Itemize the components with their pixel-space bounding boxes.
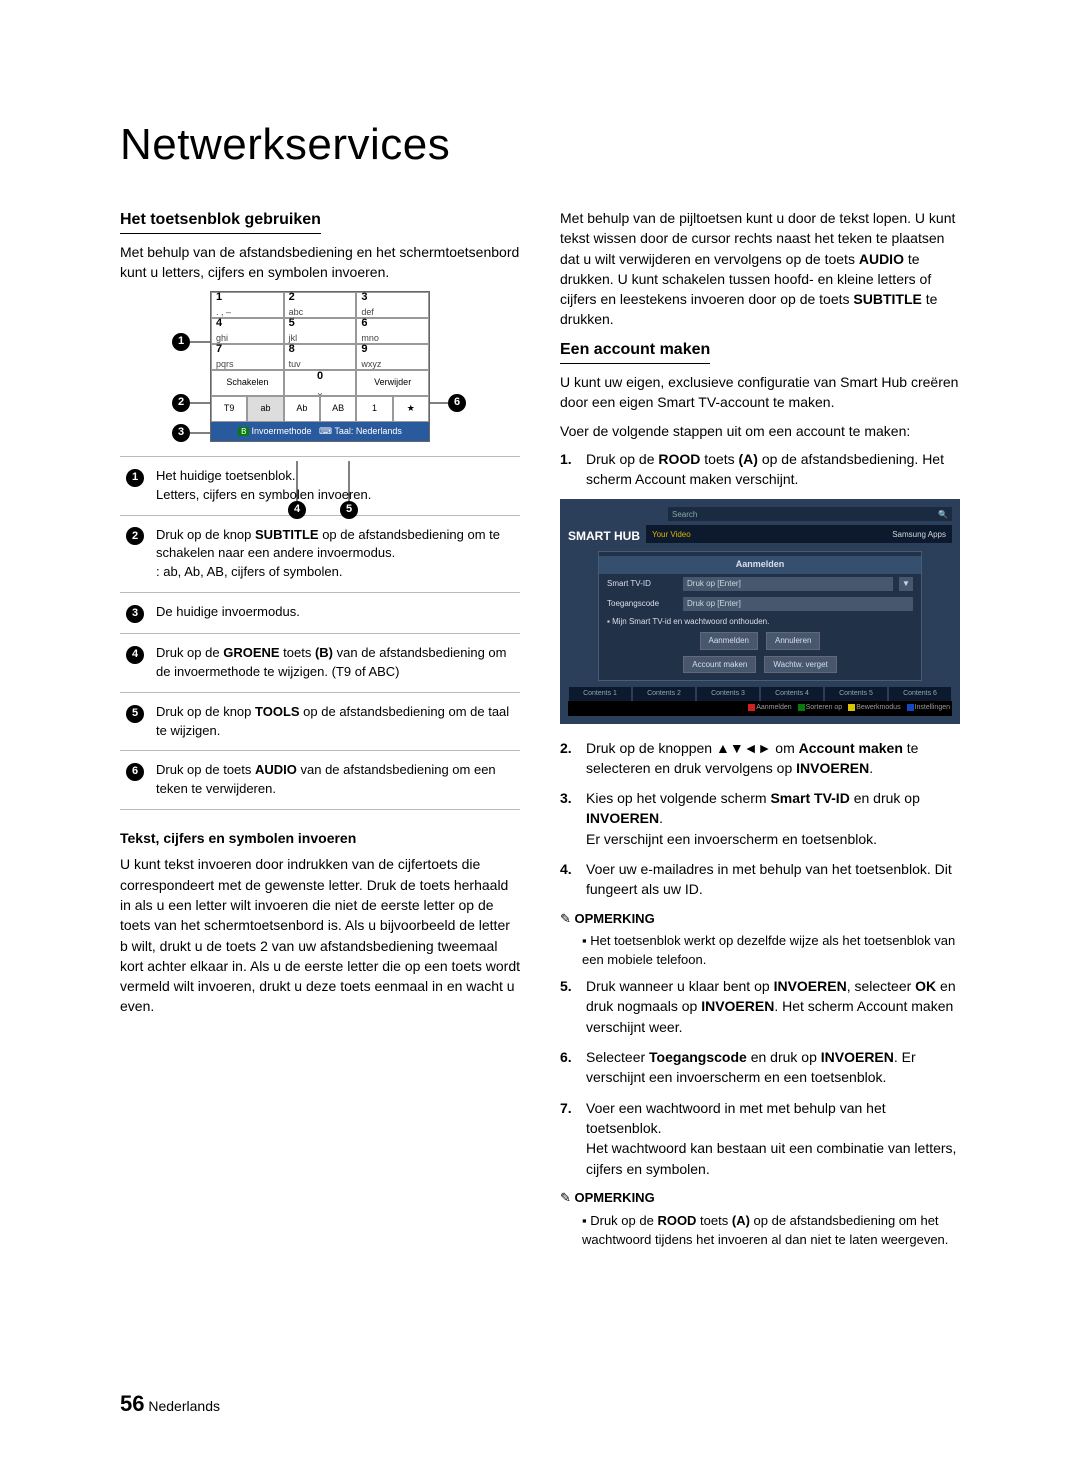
steps-list-2: 2.Druk op de knoppen ▲▼◄► om Account mak… [560,738,960,900]
legend-4: Druk op de GROENE toets (B) van de afsta… [150,634,520,693]
callout-2: 2 [172,394,190,412]
note-1: Het toetsenblok werkt op dezelfde wijze … [582,932,960,970]
step-3: Kies op het volgende scherm Smart TV-ID … [586,788,960,849]
entering-text-paragraph: U kunt tekst invoeren door indrukken van… [120,854,520,1016]
step-1: Druk op de ROOD toets (A) op de afstands… [586,449,960,490]
page-title: Netwerkservices [120,120,960,170]
page-number: 56 Nederlands [120,1391,220,1417]
step-2: Druk op de knoppen ▲▼◄► om Account maken… [586,738,960,779]
callout-3: 3 [172,424,190,442]
note-heading-1: OPMERKING [560,910,960,929]
smarthub-screenshot: Search🔍 SMART HUB Your VideoSamsung Apps… [560,499,960,723]
steps-list: 1.Druk op de ROOD toets (A) op de afstan… [560,449,960,490]
callout-5: 5 [340,501,358,519]
legend-2: Druk op de knop SUBTITLE op de afstandsb… [150,515,520,593]
callout-6: 6 [448,394,466,412]
step-6: Selecteer Toegangscode en druk op INVOER… [586,1047,960,1088]
note-2: Druk op de ROOD toets (A) op de afstands… [582,1212,960,1250]
left-column: Het toetsenblok gebruiken Met behulp van… [120,208,520,1255]
step-7: Voer een wachtwoord in met met behulp va… [586,1098,960,1179]
step-5: Druk wanneer u klaar bent op INVOEREN, s… [586,976,960,1037]
legend-1: Het huidige toetsenblok.Letters, cijfers… [150,456,520,515]
intro-text: Met behulp van de afstandsbediening en h… [120,242,520,283]
subheading-entering-text: Tekst, cijfers en symbolen invoeren [120,828,520,848]
steps-list-3: 5.Druk wanneer u klaar bent op INVOEREN,… [560,976,960,1179]
callout-4: 4 [288,501,306,519]
legend-3: De huidige invoermodus. [150,593,520,634]
note-heading-2: OPMERKING [560,1189,960,1208]
section-heading-keypad: Het toetsenblok gebruiken [120,208,321,234]
right-column: Met behulp van de pijltoetsen kunt u doo… [560,208,960,1255]
content-columns: Het toetsenblok gebruiken Met behulp van… [120,208,960,1255]
legend-table: 1Het huidige toetsenblok.Letters, cijfer… [120,456,520,810]
section-heading-account: Een account maken [560,338,710,364]
arrow-keys-paragraph: Met behulp van de pijltoetsen kunt u doo… [560,208,960,330]
legend-5: Druk op de knop TOOLS op de afstandsbedi… [150,692,520,751]
keypad-diagram: 1 2 3 4 5 6 1. , – 2abc 3def [130,291,510,442]
callout-1: 1 [172,333,190,351]
keypad: 1. , – 2abc 3def 4ghi 5jkl 6mno 7pqrs 8t… [210,291,430,442]
account-steps-intro: Voer de volgende stappen uit om een acco… [560,421,960,441]
legend-6: Druk op de toets AUDIO van de afstandsbe… [150,751,520,810]
step-4: Voer uw e-mailadres in met behulp van he… [586,859,960,900]
account-intro: U kunt uw eigen, exclusieve configuratie… [560,372,960,413]
